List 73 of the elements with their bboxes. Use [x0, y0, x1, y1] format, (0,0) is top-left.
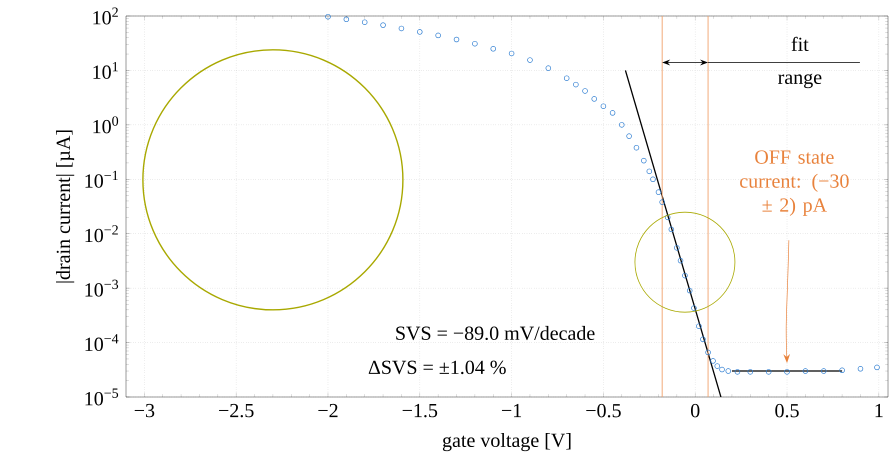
- x-tick-label: 0: [690, 404, 700, 418]
- annotation: OFF state current: (−30 ± 2) pA: [740, 150, 849, 216]
- point: [686, 288, 692, 294]
- point: [668, 226, 674, 232]
- x-axis-title: gate voltage [V]: [442, 432, 571, 452]
- y-tick-label: 10$^{−5}$: [86, 388, 118, 406]
- y-tick-label: 10$^{−1}$: [86, 170, 118, 188]
- point: [719, 366, 725, 372]
- x-tick-label: −1.5: [402, 404, 438, 418]
- x-tick-label: −2: [318, 404, 338, 418]
- point: [710, 358, 716, 364]
- point: [582, 88, 588, 94]
- point: [700, 336, 706, 342]
- point: [705, 350, 711, 356]
- annotation: fit range: [778, 36, 822, 88]
- point: [734, 369, 740, 375]
- y-tick-label: 10$^{0}$: [93, 116, 118, 134]
- x-tick-label: −2.5: [219, 404, 254, 418]
- point: [634, 144, 640, 150]
- annotation: SVS = −89.0 mV/decade: [396, 326, 595, 340]
- point: [714, 363, 720, 369]
- point: [696, 323, 702, 329]
- x-tick-label: 1: [876, 404, 883, 418]
- point: [784, 369, 790, 375]
- point: [674, 245, 680, 251]
- x-tick-label: −0.5: [586, 404, 621, 418]
- point: [678, 258, 684, 264]
- point: [691, 305, 697, 311]
- point: [874, 364, 880, 370]
- point: [820, 368, 826, 374]
- point: [546, 65, 552, 71]
- point: [600, 103, 606, 109]
- y-tick-label: 10$^{1}$: [93, 62, 118, 79]
- y-tick-label: 10$^{−2}$: [86, 225, 118, 242]
- point: [641, 158, 647, 164]
- point: [626, 133, 632, 139]
- point: [325, 14, 331, 20]
- point: [802, 368, 808, 374]
- y-tick-label: 10$^{−4}$: [86, 334, 118, 352]
- point: [490, 46, 496, 52]
- y-axis-title: |drain current| [µA]: [56, 130, 74, 283]
- point: [435, 32, 441, 38]
- point: [726, 368, 732, 374]
- point: [682, 272, 688, 278]
- point: [664, 214, 670, 220]
- point: [508, 50, 514, 56]
- annotation: ΔSVS = ±1.04 %: [368, 360, 506, 374]
- point: [839, 368, 845, 374]
- y-tick-label: 10$^{2}$: [93, 8, 118, 24]
- point: [650, 176, 656, 182]
- point: [573, 82, 579, 88]
- point: [527, 57, 533, 63]
- point: [362, 19, 368, 25]
- point: [454, 36, 460, 42]
- point: [344, 16, 350, 22]
- point: [656, 189, 662, 195]
- point: [380, 22, 386, 28]
- point: [748, 369, 754, 375]
- x-tick-label: −3: [134, 404, 154, 418]
- point: [766, 369, 772, 375]
- point: [858, 366, 864, 372]
- point: [417, 29, 423, 35]
- x-tick-label: 0.5: [775, 404, 799, 418]
- point: [659, 199, 665, 205]
- point: [610, 110, 616, 116]
- point: [564, 75, 570, 81]
- point: [591, 96, 597, 102]
- point: [472, 40, 478, 46]
- point: [398, 26, 404, 32]
- point: [646, 168, 652, 174]
- point: [619, 122, 625, 128]
- x-tick-label: −1: [502, 404, 522, 418]
- y-tick-label: 10$^{−3}$: [86, 280, 118, 297]
